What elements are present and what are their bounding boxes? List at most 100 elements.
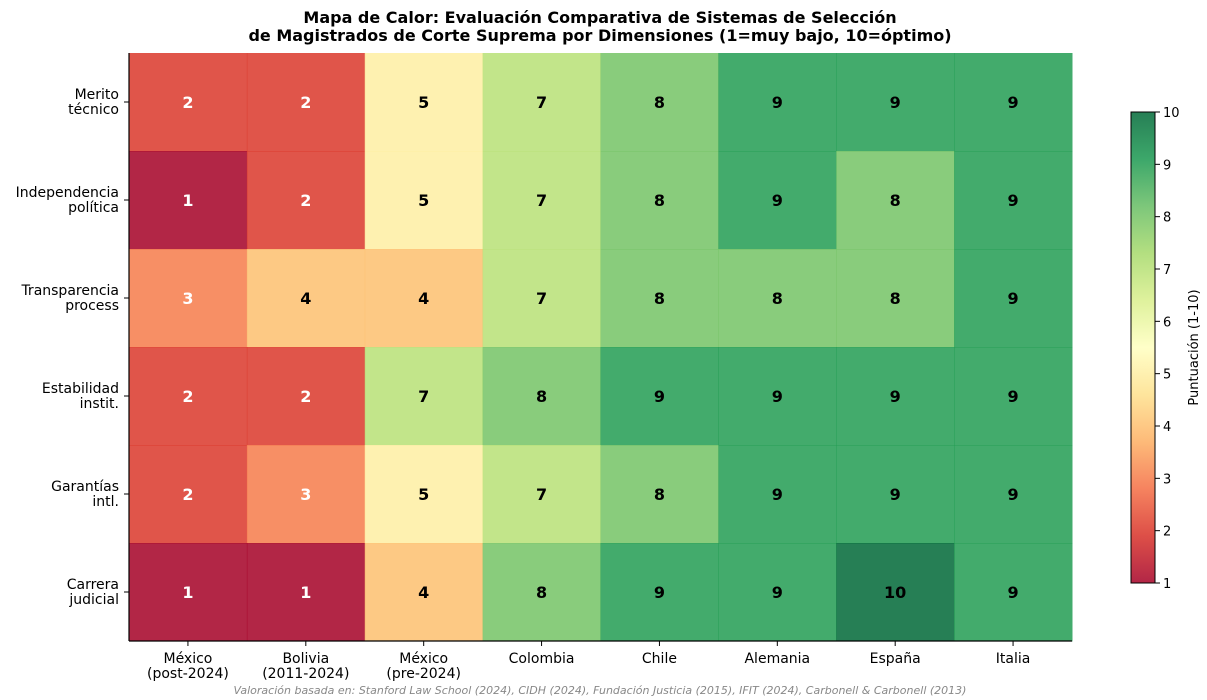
cell-label: 3: [182, 289, 193, 308]
heatmap-cell: [129, 151, 248, 250]
heatmap-cell: [246, 151, 366, 250]
cell-label: 4: [300, 289, 311, 308]
heatmap-cell: [954, 347, 1073, 446]
heatmap-cell: [836, 347, 955, 446]
chart-title: Mapa de Calor: Evaluación Comparativa de…: [248, 8, 951, 45]
cell-label: 9: [890, 93, 901, 112]
cell-label: 9: [772, 93, 783, 112]
cell-label: 9: [772, 485, 783, 504]
heatmap-cell: [364, 249, 484, 348]
y-tick-label: Transparencia process: [20, 283, 119, 314]
cell-label: 9: [772, 191, 783, 210]
heatmap-cell: [718, 347, 837, 446]
heatmap-cell: [600, 151, 719, 250]
heatmap-cell: [246, 543, 366, 642]
cell-label: 9: [890, 485, 901, 504]
heatmap-cell: [364, 53, 484, 152]
heatmap-cell: [129, 53, 248, 152]
colorbar-tick-label: 1: [1163, 577, 1171, 592]
heatmap-cell: [718, 543, 837, 642]
heatmap-cell: [836, 249, 955, 348]
cell-label: 2: [300, 191, 311, 210]
cell-label: 9: [890, 387, 901, 406]
cell-label: 9: [654, 387, 665, 406]
heatmap-cell: [600, 445, 719, 544]
heatmap-cell: [836, 543, 955, 642]
heatmap-cell: [246, 53, 366, 152]
cell-label: 7: [536, 191, 547, 210]
heatmap-cell: [954, 53, 1073, 152]
cell-label: 5: [418, 485, 429, 504]
x-tick-label: México (post-2024): [147, 651, 229, 682]
cell-label: 8: [654, 485, 665, 504]
cell-label: 9: [1007, 191, 1018, 210]
cell-label: 9: [772, 387, 783, 406]
heatmap-cell: [364, 151, 484, 250]
x-tick-label: Italia: [996, 651, 1031, 667]
cell-label: 1: [300, 583, 311, 602]
heatmap-cell: [246, 249, 366, 348]
cell-label: 2: [300, 93, 311, 112]
colorbar-tick-label: 8: [1163, 211, 1171, 226]
cell-label: 8: [772, 289, 783, 308]
cell-label: 2: [300, 387, 311, 406]
cell-label: 9: [1007, 387, 1018, 406]
cell-label: 8: [890, 191, 901, 210]
heatmap-cell: [954, 249, 1073, 348]
colorbar-tick-label: 9: [1163, 158, 1171, 173]
cell-label: 4: [418, 289, 429, 308]
cell-label: 9: [1007, 289, 1018, 308]
heatmap-cell: [129, 249, 248, 348]
heatmap-cell: [482, 445, 601, 544]
colorbar-tick-label: 10: [1163, 106, 1180, 121]
footnote: Valoración basada en: Stanford Law Schoo…: [234, 684, 967, 697]
heatmap-cell: [482, 249, 601, 348]
heatmap-cell: [600, 347, 719, 446]
y-tick-label: Garantías intl.: [51, 479, 119, 510]
colorbar-label: Puntuación (1-10): [1187, 289, 1202, 405]
heatmap-cell: [129, 347, 248, 446]
heatmap-cell: [600, 249, 719, 348]
cell-label: 9: [1007, 583, 1018, 602]
y-tick-label: Estabilidad instit.: [42, 381, 119, 412]
colorbar-tick-label: 3: [1163, 472, 1171, 487]
heatmap-cell: [482, 53, 601, 152]
cell-label: 8: [536, 583, 547, 602]
cell-label: 1: [182, 583, 193, 602]
heatmap-cell: [600, 543, 719, 642]
heatmap-cell: [954, 151, 1073, 250]
x-tick-label: España: [870, 651, 921, 667]
cell-label: 8: [654, 289, 665, 308]
heatmap-cell: [482, 543, 601, 642]
colorbar: [1130, 111, 1156, 584]
cell-label: 8: [654, 191, 665, 210]
cell-label: 8: [890, 289, 901, 308]
heatmap-cell: [482, 151, 601, 250]
cell-label: 2: [182, 387, 193, 406]
colorbar-tick-label: 7: [1163, 263, 1171, 278]
heatmap-cell: [364, 445, 484, 544]
y-tick-label: Carrera judicial: [67, 577, 119, 608]
cell-label: 2: [182, 93, 193, 112]
y-tick-label: Merito técnico: [68, 87, 119, 118]
cell-label: 5: [418, 191, 429, 210]
x-tick-label: Bolivia (2011-2024): [262, 651, 349, 682]
x-tick-label: Chile: [642, 651, 677, 667]
x-tick-label: Colombia: [509, 651, 575, 667]
cell-label: 7: [536, 93, 547, 112]
cell-label: 7: [418, 387, 429, 406]
cell-label: 9: [1007, 93, 1018, 112]
colorbar-tick-label: 6: [1163, 315, 1171, 330]
heatmap-cell: [129, 445, 248, 544]
heatmap-cell: [482, 347, 601, 446]
y-tick-label: Independencia política: [16, 185, 119, 216]
heatmap-cell: [718, 249, 837, 348]
cell-label: 9: [654, 583, 665, 602]
heatmap-cell: [600, 53, 719, 152]
heatmap-cell: [718, 445, 837, 544]
cell-label: 7: [536, 485, 547, 504]
heatmap-cell: [954, 543, 1073, 642]
cell-label: 7: [536, 289, 547, 308]
heatmap-cell: [364, 347, 484, 446]
